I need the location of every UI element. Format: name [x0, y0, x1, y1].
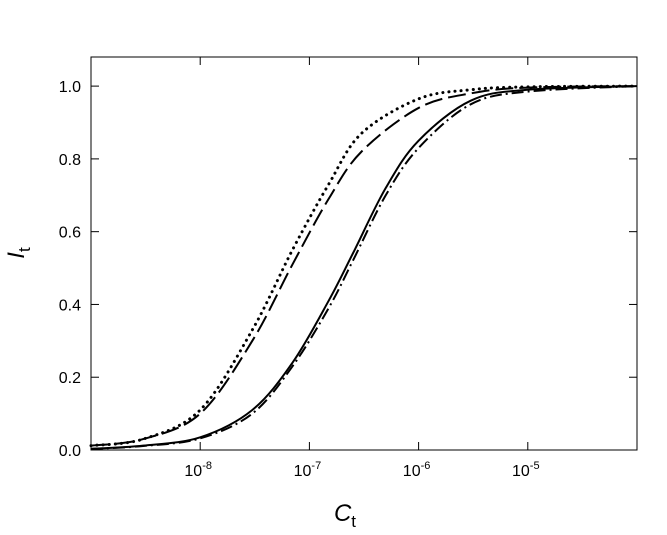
x-tick-label-1: 10-7	[294, 460, 322, 480]
x-tick-label-3: 10-5	[512, 460, 540, 480]
series-line-dashed	[90, 85, 638, 447]
series-line-dashdot	[90, 85, 638, 450]
y-axis-label: It	[3, 247, 34, 259]
x-tick-label-2: 10-6	[403, 460, 431, 480]
x-tick-base-3: 10	[512, 463, 530, 480]
series-layer	[89, 84, 639, 450]
y-tick-label-3: 0.6	[59, 225, 81, 242]
x-axis-label: Ct	[334, 500, 356, 531]
x-tick-base-1: 10	[294, 463, 312, 480]
series-line-solid	[90, 85, 638, 450]
y-tick-label-2: 0.4	[59, 297, 81, 314]
x-tick-exponent-3: -5	[530, 460, 540, 472]
y-tick-label-1: 0.2	[59, 370, 81, 387]
y-axis-ticks: 0.0 0.2 0.4 0.6 0.8 1.0	[59, 79, 637, 460]
x-tick-label-0: 10-8	[184, 460, 212, 480]
y-tick-label-5: 1.0	[59, 79, 81, 96]
x-tick-base-2: 10	[403, 463, 421, 480]
x-tick-exponent-2: -6	[421, 460, 431, 472]
plot-frame	[90, 56, 638, 451]
series-line-dotted	[89, 84, 639, 448]
y-tick-label-4: 0.8	[59, 152, 81, 169]
y-tick-label-0: 0.0	[59, 443, 81, 460]
x-tick-exponent-0: -8	[202, 460, 212, 472]
x-tick-base-0: 10	[184, 463, 202, 480]
x-tick-exponent-1: -7	[311, 460, 321, 472]
x-axis-ticks: 10-8 10-7 10-6 10-5	[184, 57, 540, 480]
